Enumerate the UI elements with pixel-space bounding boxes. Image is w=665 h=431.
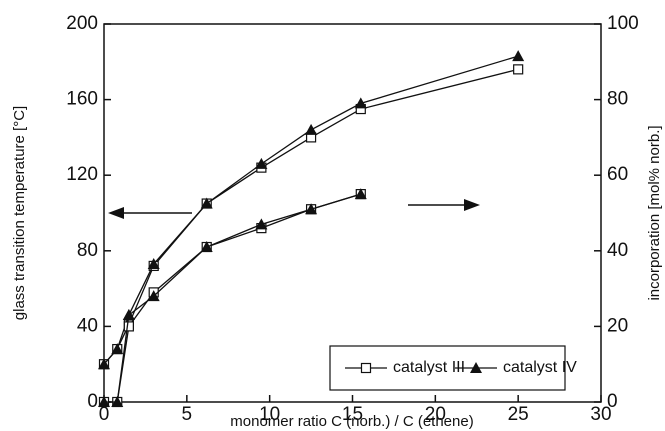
legend-text: catalyst IV	[503, 359, 577, 376]
marker	[200, 197, 213, 209]
marker	[98, 396, 110, 407]
marker	[111, 396, 124, 407]
y-tick-label: 80	[77, 240, 98, 261]
x-tick-label: 10	[259, 404, 280, 425]
y2-tick-label: 40	[607, 240, 628, 261]
y2-tick-label: 20	[607, 315, 628, 336]
y-tick-label: 40	[77, 315, 98, 336]
x-axis-label: monomer ratio C (norb.) / C (ethene)	[230, 413, 473, 430]
y2-tick-label: 80	[607, 89, 628, 110]
y-tick-label: 200	[66, 13, 98, 34]
marker	[305, 203, 318, 215]
y-axis-label: glass transition temperature [°C]	[11, 106, 28, 320]
x-tick-label: 25	[508, 404, 529, 425]
y-tick-label: 160	[66, 89, 98, 110]
y2-tick-label: 100	[607, 13, 639, 34]
series-line	[103, 68, 519, 365]
x-tick-label: 5	[182, 404, 193, 425]
marker	[111, 343, 124, 355]
legend-text: catalyst III	[393, 359, 465, 376]
y2-tick-label: 0	[607, 391, 618, 412]
y-tick-label: 0	[87, 391, 98, 412]
x-tick-label: 30	[590, 404, 611, 425]
x-tick-label: 15	[342, 404, 363, 425]
legend-marker	[470, 362, 482, 373]
y2-tick-label: 60	[607, 164, 628, 185]
y-tick-label: 120	[66, 164, 98, 185]
marker	[147, 290, 160, 302]
right-arrow	[408, 199, 480, 211]
marker	[354, 97, 367, 109]
marker	[512, 50, 525, 62]
left-arrow	[108, 207, 192, 219]
marker	[147, 258, 160, 270]
series-line	[104, 193, 361, 403]
marker	[200, 241, 213, 253]
marker	[255, 218, 268, 230]
legend-marker	[360, 362, 372, 374]
marker	[513, 64, 524, 75]
marker	[122, 309, 135, 321]
marker	[98, 358, 110, 370]
series-line	[104, 193, 361, 403]
x-tick-label: 0	[99, 404, 110, 425]
marker	[255, 157, 268, 169]
marker	[354, 188, 367, 200]
marker	[123, 321, 134, 332]
marker	[305, 123, 318, 135]
x-tick-label: 20	[425, 404, 446, 425]
y2-axis-label: incorporation [mol% norb.]	[646, 125, 663, 300]
